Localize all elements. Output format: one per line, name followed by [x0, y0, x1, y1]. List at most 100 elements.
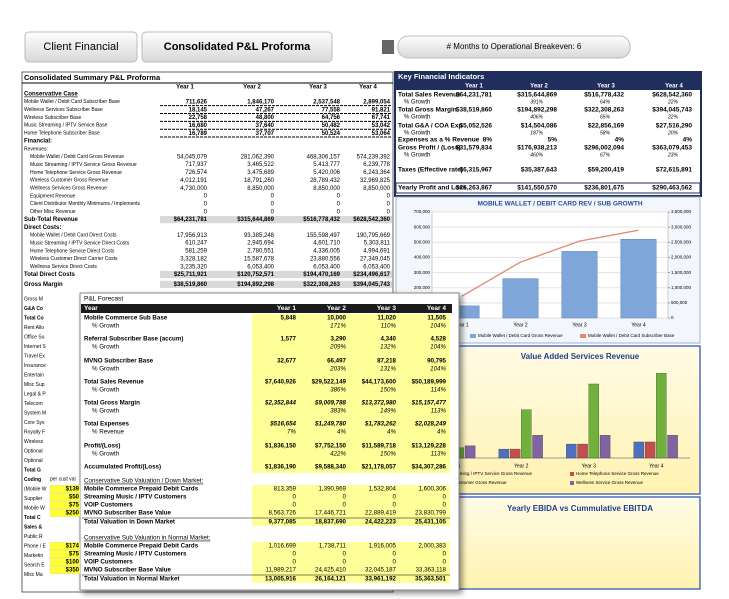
- cell: 581,259: [185, 249, 207, 255]
- column-header: Year: [84, 305, 98, 312]
- row-label: Total Sales Revenue: [398, 92, 461, 99]
- tab[interactable]: [24, 31, 138, 63]
- cell: 3,235,320: [180, 264, 207, 270]
- cell: $25,711,921: [174, 272, 208, 278]
- cell: 3,290: [331, 336, 347, 343]
- title-bar: [395, 72, 701, 90]
- row-label: Search E: [24, 562, 45, 568]
- cell: 150%: [380, 451, 396, 458]
- cell: 32,045,187: [365, 567, 397, 574]
- cell: $176,938,213: [517, 145, 557, 152]
- cell: 150%: [380, 387, 396, 394]
- row-label: System M: [24, 410, 46, 416]
- y2-tick-label: 3,500,000: [671, 209, 692, 214]
- cell: 32,969,825: [360, 178, 391, 184]
- row-label: % Growth: [404, 153, 430, 159]
- cell: 4,340: [381, 336, 397, 343]
- cell: $72,615,891: [656, 167, 693, 174]
- cell: 0: [337, 201, 341, 207]
- table-title: P&L Forecast: [84, 296, 123, 303]
- cell: $322,308,263: [303, 282, 340, 288]
- per-cust-cell: [49, 558, 81, 566]
- per-cust-label: per cust val: [50, 476, 76, 482]
- row-label: Royalty F: [24, 429, 45, 435]
- row-label: Telecom: [24, 401, 43, 407]
- cell: 1,016,699: [268, 543, 296, 550]
- highlight: [252, 314, 450, 473]
- cell: 0: [271, 201, 275, 207]
- cell: 25,431,105: [415, 519, 447, 526]
- cell: 10,000: [327, 315, 346, 322]
- bar: [667, 435, 678, 459]
- bar: [620, 239, 657, 319]
- per-cust-cell: [49, 550, 81, 558]
- cell: 0: [393, 551, 397, 558]
- breakeven-box: [397, 35, 631, 59]
- y2-tick-label: 3,000,000: [671, 224, 692, 229]
- cell: $25,263,867: [456, 185, 493, 192]
- y2-tick-label: 500,000: [671, 300, 688, 305]
- cell: 4%: [615, 137, 625, 144]
- cell: 281,062,390: [241, 154, 275, 160]
- legend-swatch: [570, 472, 574, 476]
- row-label: Expenses as a % Revenue: [398, 137, 480, 144]
- cell: 711,626: [186, 99, 208, 105]
- row-label: Mobile Commerce Sub Base: [84, 315, 168, 322]
- cell: 77,558: [322, 107, 341, 113]
- cell: 11,020: [377, 315, 396, 322]
- cell: 54,045,079: [177, 154, 208, 160]
- tab-label[interactable]: Consolidated P&L Proforma: [164, 41, 311, 53]
- breakeven: # Months to Operational Breakeven: 6: [447, 42, 582, 51]
- cell: 23,830,799: [415, 510, 447, 517]
- per-cust-cell: [49, 566, 81, 574]
- column-header: Year 3: [377, 305, 397, 312]
- row-label: % Growth: [404, 115, 430, 121]
- y-tick-label: 700,000: [414, 209, 431, 214]
- row-label: Client Distributor Monthly Minimums / Im…: [30, 201, 141, 207]
- legend-label: Music Streaming / IPTV Service Gross Rev…: [436, 471, 533, 476]
- tab[interactable]: [141, 31, 333, 63]
- cell: 813,359: [274, 486, 297, 493]
- legend-label: Mobile Wallet / Debit Card Gross Revenue: [478, 333, 563, 338]
- per-cust-cell: [49, 493, 81, 501]
- cell: 37,640: [256, 123, 275, 129]
- cell: 5,413,777: [313, 162, 340, 168]
- legend-label: Mobile Wallet / Debit Card Subscriber Ba…: [588, 333, 675, 338]
- cell: $516,778,432: [584, 92, 624, 99]
- cell: $11,589,718: [362, 443, 397, 450]
- cell: 17,956,913: [177, 233, 208, 239]
- cell: $194,892,298: [517, 107, 557, 114]
- cell: 0: [204, 209, 208, 215]
- cell: 5%: [548, 137, 558, 144]
- cell: 1,577: [281, 336, 297, 343]
- bar: [566, 443, 577, 459]
- cell: 27,349,045: [360, 256, 391, 262]
- cell: 171%: [330, 323, 346, 330]
- cell: 6,053,400: [313, 264, 340, 270]
- legend-label: Home Telephone Service Gross Revenue: [576, 471, 659, 476]
- row-label: Misc Sup: [24, 382, 45, 388]
- bar: [588, 383, 600, 459]
- row-label: Public R: [24, 534, 43, 540]
- column-header: Year 4: [359, 85, 377, 91]
- row-label: Accumulated Profit/(Loss): [84, 464, 161, 471]
- cell: 0: [443, 551, 447, 558]
- cell: $27,516,290: [656, 123, 693, 130]
- cell: $64,231,781: [174, 217, 208, 223]
- cell: 9,377,085: [268, 519, 296, 526]
- cell: 22,758: [189, 115, 208, 121]
- cell: 209%: [329, 344, 346, 351]
- row-label: Travel Ex: [24, 353, 45, 359]
- row-label: Office Su: [24, 334, 45, 340]
- row-label: Home Telephone Subscriber Base: [24, 131, 100, 137]
- cell: 64%: [600, 99, 611, 105]
- tab-label[interactable]: Client Financial: [43, 41, 118, 53]
- cell: 4,730,000: [180, 186, 207, 192]
- cell: 67%: [600, 152, 611, 158]
- cell: 13,005,916: [265, 576, 297, 583]
- row-label: Wireless Customer Gross Revenue: [30, 178, 109, 184]
- per-cust-value: $350: [66, 568, 80, 574]
- cell: $31,579,834: [456, 145, 493, 152]
- cell: $5,052,526: [459, 123, 492, 130]
- row-label: Misc Ma: [24, 572, 43, 578]
